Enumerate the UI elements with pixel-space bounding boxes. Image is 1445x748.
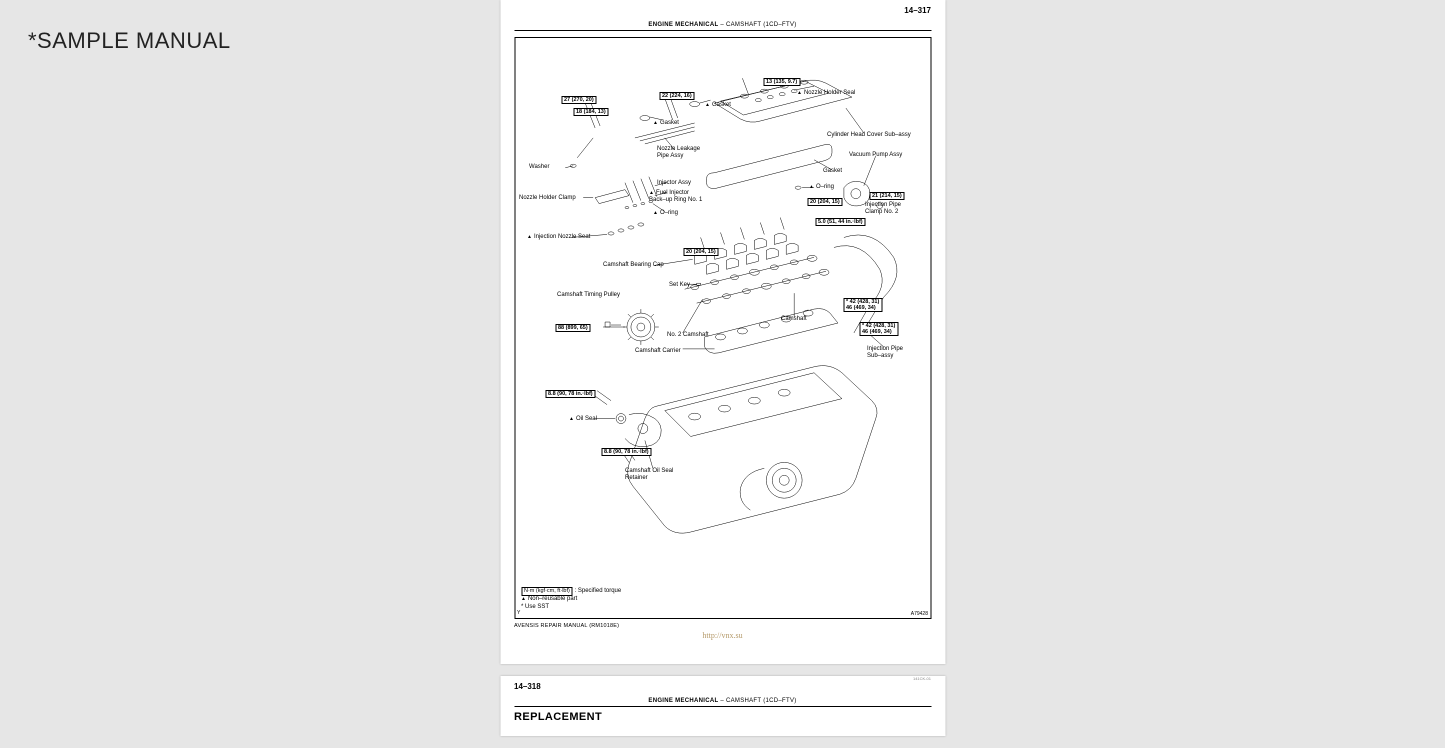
- torque-20a: 20 (204, 15): [807, 198, 843, 206]
- torque-22: 22 (224, 16): [659, 92, 695, 100]
- torque-ip2: * 42 (428, 31) 46 (469, 34): [859, 322, 898, 336]
- doc-code: 141CK-01: [913, 676, 931, 681]
- torque-88b: 8.8 (90, 78 in.·lbf): [601, 448, 652, 456]
- header-subsection: – CAMSHAFT (1CD–FTV): [720, 698, 796, 704]
- torque-5: 5.0 (51, 44 in.·lbf): [815, 218, 866, 226]
- sample-watermark: *SAMPLE MANUAL: [28, 28, 231, 54]
- label-nozzle-leakage: Nozzle Leakage Pipe Assy: [657, 146, 700, 160]
- label-nozzle-holder-clamp: Nozzle Holder Clamp: [519, 195, 576, 202]
- header-subsection: – CAMSHAFT (1CD–FTV): [720, 22, 796, 28]
- figure-id: A79428: [911, 611, 928, 617]
- label-washer: Washer: [529, 164, 549, 171]
- exploded-diagram: 27 (270, 20) 18 (184, 13) 22 (224, 16) 1…: [514, 37, 931, 619]
- label-fuel-injector: Fuel Injector Back–up Ring No. 1: [649, 190, 702, 204]
- legend-nonreuse: Non–reusable part: [521, 596, 621, 604]
- manual-page-1: 14–317 ENGINE MECHANICAL – CAMSHAFT (1CD…: [500, 0, 945, 664]
- header-section: ENGINE MECHANICAL: [648, 698, 718, 704]
- label-oil-seal: Oil Seal: [569, 416, 597, 423]
- label-inj-pipe-sub: Injection Pipe Sub–assy: [867, 346, 903, 360]
- label-camshaft-bearing-cap: Camshaft Bearing Cap: [603, 262, 664, 269]
- torque-20b: 20 (204, 15): [683, 248, 719, 256]
- label-camshaft-oil-seal-ret: Camshaft Oil Seal Retainer: [625, 468, 673, 482]
- torque-88a: 8.8 (90, 78 in.·lbf): [545, 390, 596, 398]
- source-url: http://vnx.su: [514, 631, 931, 640]
- header-section: ENGINE MECHANICAL: [648, 22, 718, 28]
- section-title-replacement: REPLACEMENT: [514, 711, 931, 723]
- label-oring-1: O–ring: [653, 210, 678, 217]
- label-no2-camshaft: No. 2 Camshaft: [667, 332, 709, 339]
- torque-13: 13 (135, 9.7): [763, 78, 800, 86]
- torque-88c: 88 (899, 65): [555, 324, 591, 332]
- diagram-legend: N·m (kgf·cm, ft·lbf) : Specified torque …: [521, 587, 621, 612]
- label-nozzle-holder-seal: Nozzle Holder Seal: [797, 90, 855, 97]
- legend-torque-box: N·m (kgf·cm, ft·lbf): [521, 587, 573, 596]
- page-number: 14–318: [514, 682, 541, 691]
- document-viewport: 14–317 ENGINE MECHANICAL – CAMSHAFT (1CD…: [500, 0, 945, 748]
- label-gasket-1: Gasket: [705, 102, 731, 109]
- legend-torque-label: : Specified torque: [575, 588, 622, 594]
- label-gasket-2: Gasket: [653, 120, 679, 127]
- label-injector-assy: Injector Assy: [657, 180, 691, 187]
- page-number: 14–317: [904, 6, 931, 15]
- page-header: ENGINE MECHANICAL – CAMSHAFT (1CD–FTV): [514, 22, 931, 31]
- label-set-key: Set Key: [669, 282, 690, 289]
- label-cyl-head-cover: Cylinder Head Cover Sub–assy: [827, 132, 911, 139]
- label-vacuum-pump: Vacuum Pump Assy: [849, 152, 902, 159]
- y-mark: Y: [517, 610, 520, 616]
- label-inj-pipe-clamp2: Injection Pipe Clamp No. 2: [865, 202, 901, 216]
- label-camshaft: Camshaft: [781, 316, 807, 323]
- torque-18: 18 (184, 13): [573, 108, 609, 116]
- page-header: ENGINE MECHANICAL – CAMSHAFT (1CD–FTV): [514, 698, 931, 707]
- torque-27: 27 (270, 20): [561, 96, 597, 104]
- torque-21: 21 (214, 15): [869, 192, 905, 200]
- label-camshaft-timing-pulley: Camshaft Timing Pulley: [557, 292, 620, 299]
- label-gasket-3: Gasket: [823, 168, 842, 175]
- label-oring-2: O–ring: [809, 184, 834, 191]
- legend-sst: * Use SST: [521, 604, 621, 612]
- manual-page-2: 14–318 141CK-01 ENGINE MECHANICAL – CAMS…: [500, 676, 945, 736]
- label-inj-nozzle-seat: Injection Nozzle Seat: [527, 234, 590, 241]
- torque-ip1: * 42 (428, 31) 46 (469, 34): [843, 298, 882, 312]
- label-camshaft-carrier: Camshaft Carrier: [635, 348, 681, 355]
- page-footer: AVENSIS REPAIR MANUAL (RM1018E): [514, 623, 931, 629]
